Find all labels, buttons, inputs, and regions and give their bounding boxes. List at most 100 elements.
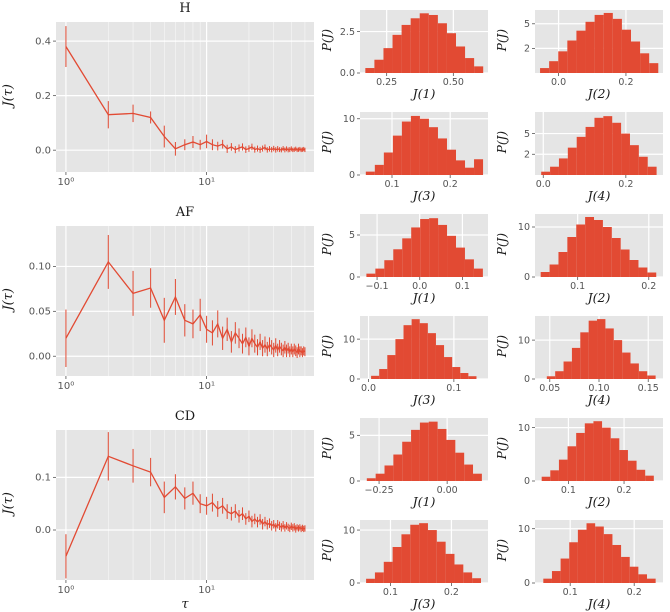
y-axis-label: P(J)	[320, 539, 334, 562]
svg-text:0.1: 0.1	[35, 473, 51, 484]
hist-canvas-af-j4: 0.05 0.10 0.15 0 10	[509, 312, 670, 394]
hist-canvas-h-j4: 0.0 0.2 2 5	[509, 108, 670, 190]
x-axis-label: J(1)	[412, 86, 436, 101]
x-axis-label: J(3)	[412, 188, 436, 203]
svg-text:10: 10	[518, 423, 530, 434]
svg-text:−0.25: −0.25	[365, 485, 394, 495]
line-chart-canvas-af: 10⁰ 10¹ 0.00 0.05 0.10	[16, 221, 320, 394]
x-axis-label: J(1)	[412, 494, 436, 509]
plot-title-af: AF	[175, 205, 195, 220]
svg-text:0.0: 0.0	[551, 77, 566, 87]
svg-text:0.1: 0.1	[383, 587, 398, 597]
x-axis-label: J(4)	[587, 188, 611, 203]
svg-text:0: 0	[524, 578, 530, 589]
svg-text:10⁰: 10⁰	[58, 381, 75, 392]
x-axis-label	[0, 394, 320, 408]
hist-canvas-cd-j3: 0.1 0.2 0 10	[334, 516, 495, 598]
x-axis-label: J(3)	[412, 392, 436, 407]
line-plot-h: H J(τ) 10⁰ 10¹ 0.0 0.2 0.4	[0, 0, 320, 204]
svg-text:10¹: 10¹	[198, 177, 215, 188]
svg-text:0: 0	[524, 272, 530, 283]
histogram-cd-j4: P(J) 0.1 0.2 0 10 J(4)	[495, 510, 670, 612]
svg-text:10: 10	[518, 524, 530, 535]
svg-text:5: 5	[524, 129, 530, 140]
y-axis-label: P(J)	[495, 131, 509, 154]
histogram-h-j4: P(J) 0.0 0.2 2 5 J(4)	[495, 102, 670, 204]
svg-text:10¹: 10¹	[198, 381, 215, 392]
svg-text:−0.1: −0.1	[366, 281, 389, 291]
y-axis-label: P(J)	[320, 29, 334, 52]
histogram-af-j4: P(J) 0.05 0.10 0.15 0 10 J(4)	[495, 306, 670, 408]
svg-text:10⁰: 10⁰	[58, 177, 75, 188]
svg-text:0.0: 0.0	[35, 145, 51, 156]
svg-text:0.15: 0.15	[638, 383, 659, 393]
svg-text:0.25: 0.25	[376, 77, 397, 87]
svg-text:0.2: 0.2	[443, 179, 458, 189]
histogram-cd-j2: P(J) 0.1 0.2 0 10 J(2)	[495, 408, 670, 510]
line-chart-canvas-h: 10⁰ 10¹ 0.0 0.2 0.4	[16, 17, 320, 190]
y-axis-label: P(J)	[495, 539, 509, 562]
x-axis-label: J(2)	[587, 86, 611, 101]
svg-text:2: 2	[524, 149, 530, 160]
svg-text:10: 10	[518, 335, 530, 346]
svg-text:0.0: 0.0	[536, 179, 551, 189]
x-axis-label	[0, 190, 320, 204]
x-axis-label: J(2)	[587, 290, 611, 305]
svg-text:2.5: 2.5	[340, 27, 355, 38]
hist-canvas-af-j1: −0.1 0.0 0.1 0 5	[334, 210, 495, 292]
svg-text:2: 2	[524, 44, 530, 55]
svg-text:0: 0	[524, 374, 530, 385]
hist-canvas-h-j1: 0.25 0.50 0.0 2.5	[334, 6, 495, 88]
svg-text:0: 0	[524, 476, 530, 487]
y-axis-label: P(J)	[320, 335, 334, 358]
y-axis-label: J(τ)	[0, 288, 16, 311]
svg-text:0: 0	[349, 578, 355, 589]
svg-text:0.1: 0.1	[446, 383, 461, 393]
plot-title-cd: CD	[174, 409, 196, 424]
plot-title-h: H	[179, 1, 191, 16]
x-axis-label: J(2)	[587, 494, 611, 509]
x-axis-label: τ	[181, 597, 189, 612]
hist-canvas-cd-j1: −0.25 0.00 0 5	[334, 414, 495, 496]
svg-text:0.10: 0.10	[29, 262, 51, 273]
svg-text:0.2: 0.2	[618, 77, 633, 87]
histogram-af-j1: P(J) −0.1 0.0 0.1 0 5 J(1)	[320, 204, 495, 306]
hist-canvas-h-j3: 0.1 0.2 0 10	[334, 108, 495, 190]
histogram-h-j3: P(J) 0.1 0.2 0 10 J(3)	[320, 102, 495, 204]
svg-text:0.50: 0.50	[443, 77, 464, 87]
svg-text:0: 0	[349, 272, 355, 283]
svg-text:10: 10	[343, 114, 355, 125]
svg-text:0.05: 0.05	[539, 383, 560, 393]
line-plot-af: AF J(τ) 10⁰ 10¹ 0.00 0.05 0.10	[0, 204, 320, 408]
x-axis-label: J(3)	[412, 596, 436, 611]
histogram-af-j3: P(J) 0.0 0.1 0 10 J(3)	[320, 306, 495, 408]
svg-text:0.1: 0.1	[561, 485, 576, 495]
svg-text:0: 0	[349, 476, 355, 487]
svg-text:0.0: 0.0	[412, 281, 427, 291]
row-af: AF J(τ) 10⁰ 10¹ 0.00 0.05 0.10 P(J) −0.1 0.0 0…	[0, 204, 670, 408]
histogram-cd-j1: P(J) −0.25 0.00 0 5 J(1)	[320, 408, 495, 510]
histogram-af-j2: P(J) 0.1 0.2 0 10 J(2)	[495, 204, 670, 306]
y-axis-label: P(J)	[495, 437, 509, 460]
histogram-grid-cd: P(J) −0.25 0.00 0 5 J(1) P(J) 0.1 0.2 0 10 J(2…	[320, 408, 670, 612]
hist-canvas-cd-j2: 0.1 0.2 0 10	[509, 414, 670, 496]
histogram-cd-j3: P(J) 0.1 0.2 0 10 J(3)	[320, 510, 495, 612]
svg-text:0.2: 0.2	[35, 91, 51, 102]
line-chart-canvas-cd: 10⁰ 10¹ 0.0 0.1	[16, 425, 320, 598]
svg-text:0.00: 0.00	[437, 485, 458, 495]
svg-text:0: 0	[349, 374, 355, 385]
y-axis-label: J(τ)	[0, 84, 16, 107]
svg-text:10¹: 10¹	[198, 585, 215, 596]
svg-text:10⁰: 10⁰	[58, 585, 75, 596]
y-axis-label: J(τ)	[0, 492, 16, 515]
svg-text:0.2: 0.2	[444, 587, 459, 597]
x-axis-label: J(4)	[587, 596, 611, 611]
svg-text:10: 10	[518, 222, 530, 233]
svg-text:0.1: 0.1	[570, 281, 585, 291]
svg-text:10: 10	[343, 334, 355, 345]
svg-text:0.2: 0.2	[618, 179, 633, 189]
svg-text:0.1: 0.1	[455, 281, 470, 291]
svg-text:0.0: 0.0	[35, 525, 51, 536]
svg-text:0.2: 0.2	[627, 587, 642, 597]
